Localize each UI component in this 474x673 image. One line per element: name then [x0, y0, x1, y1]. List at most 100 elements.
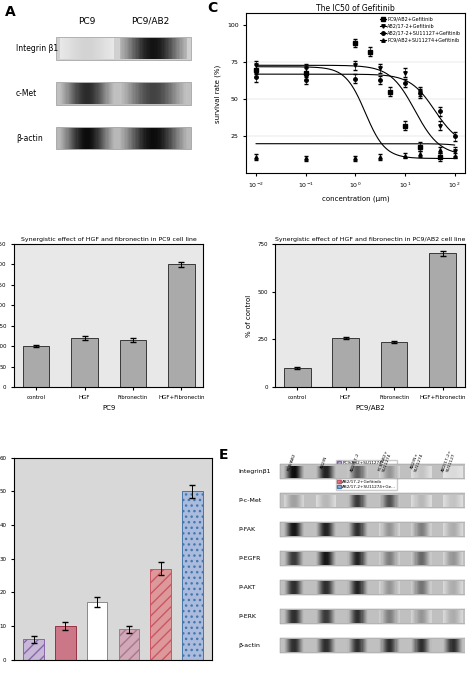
Bar [419, 610, 420, 623]
Bar [461, 610, 462, 623]
Bar [399, 466, 400, 478]
Bar [397, 581, 398, 594]
Bar [366, 524, 367, 536]
Bar [452, 639, 453, 651]
Bar [140, 83, 142, 104]
Bar [382, 610, 383, 623]
Bar [331, 466, 332, 478]
Bar [319, 466, 320, 478]
Bar [358, 524, 359, 536]
Bar [420, 581, 421, 594]
Bar [142, 38, 143, 59]
Bar [392, 495, 393, 507]
Bar [172, 83, 173, 104]
Bar [147, 128, 148, 149]
Bar [397, 553, 398, 565]
Bar [358, 639, 359, 651]
Bar [184, 83, 186, 104]
Text: PC9: PC9 [78, 17, 96, 26]
Bar [399, 553, 400, 565]
Bar [150, 569, 171, 660]
Bar [413, 553, 414, 565]
Bar [121, 38, 122, 59]
Legend: PC9/AB2+SU11274, PC9/AB2+Gefitinib, PC9/AB2+SU11274+Ge..., AB2/17-2+SU11274, AB2: PC9/AB2+SU11274, PC9/AB2+Gefitinib, PC9/… [336, 460, 397, 491]
Bar [414, 466, 415, 478]
Bar [289, 610, 291, 623]
Text: P-EGFR: P-EGFR [238, 556, 261, 561]
Bar [298, 581, 299, 594]
Bar [327, 524, 328, 536]
Bar [82, 38, 83, 59]
Bar [84, 83, 85, 104]
Bar [317, 466, 318, 478]
Bar [457, 610, 458, 623]
Bar [72, 128, 73, 149]
Bar [321, 466, 322, 478]
Bar [23, 639, 44, 660]
Bar [107, 38, 108, 59]
Bar [418, 581, 419, 594]
Bar [447, 581, 448, 594]
Bar [322, 495, 323, 507]
Bar [288, 639, 289, 651]
Bar [387, 610, 388, 623]
Bar [110, 83, 111, 104]
Bar [330, 524, 331, 536]
Bar [454, 553, 455, 565]
Bar [420, 639, 421, 651]
Bar [425, 553, 426, 565]
Bar [461, 553, 462, 565]
Bar [61, 38, 62, 59]
Bar [362, 495, 363, 507]
Bar [453, 466, 454, 478]
Bar [291, 495, 292, 507]
Bar [293, 639, 295, 651]
Bar [457, 553, 458, 565]
Text: P-AKT: P-AKT [238, 585, 256, 590]
Bar [142, 83, 143, 104]
Bar [161, 83, 162, 104]
Bar [331, 524, 332, 536]
Bar [153, 38, 154, 59]
Bar [78, 38, 79, 59]
Bar [287, 495, 288, 507]
Bar [281, 464, 467, 479]
Bar [319, 495, 320, 507]
Bar [139, 38, 140, 59]
Bar [397, 466, 398, 478]
Bar [415, 553, 417, 565]
Bar [392, 524, 393, 536]
Bar [184, 38, 186, 59]
Bar [105, 83, 107, 104]
Bar [301, 524, 302, 536]
Bar [366, 466, 367, 478]
Bar [160, 128, 161, 149]
Bar [418, 466, 419, 478]
Bar [302, 466, 303, 478]
Bar [460, 495, 461, 507]
Bar [397, 495, 398, 507]
Bar [360, 639, 362, 651]
Bar [98, 38, 99, 59]
Bar [318, 553, 319, 565]
Bar [393, 524, 394, 536]
Bar [298, 524, 299, 536]
Bar [421, 524, 422, 536]
Bar [382, 581, 383, 594]
X-axis label: PC9/AB2: PC9/AB2 [355, 405, 385, 411]
Bar [424, 466, 425, 478]
Bar [460, 553, 461, 565]
Bar [413, 639, 414, 651]
Bar [291, 639, 292, 651]
Bar [301, 495, 302, 507]
Bar [158, 83, 160, 104]
Bar [428, 524, 429, 536]
Bar [288, 581, 289, 594]
Bar [142, 128, 143, 149]
Bar [79, 38, 80, 59]
Bar [367, 524, 368, 536]
Bar [364, 466, 365, 478]
Bar [392, 553, 393, 565]
Bar [430, 610, 431, 623]
Bar [323, 610, 324, 623]
